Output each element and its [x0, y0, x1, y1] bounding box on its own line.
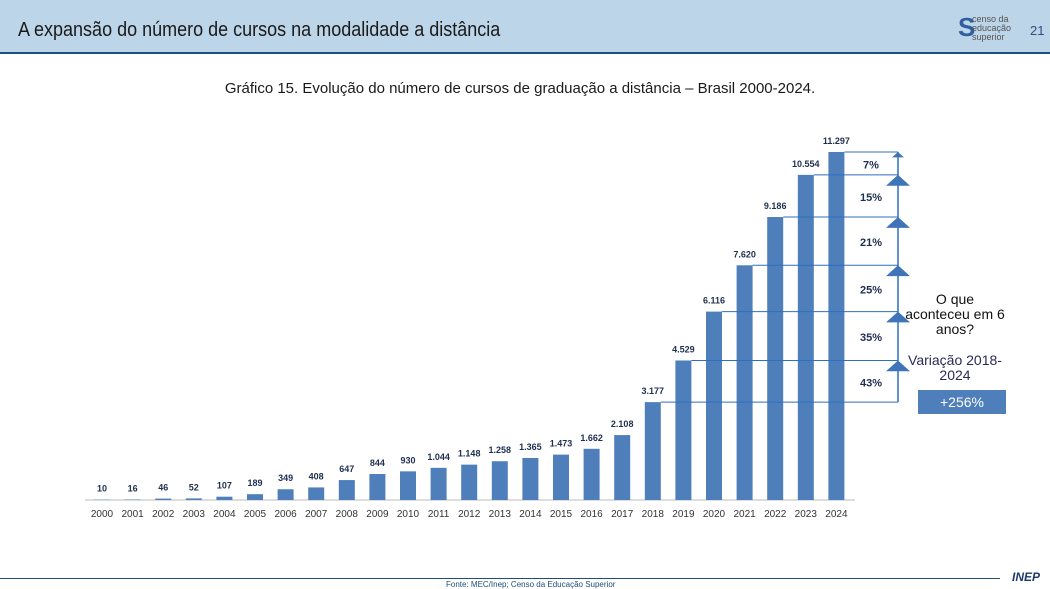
growth-label-2022: 21%: [860, 237, 882, 249]
growth-label-2021: 25%: [860, 284, 882, 296]
question-text: O que aconteceu em 6 anos?: [905, 291, 1005, 337]
bar-2007: [308, 487, 325, 500]
data-label-2020: 6.116: [703, 296, 725, 306]
bar-2014: [522, 457, 539, 500]
tick-label-2016: 2016: [580, 509, 603, 520]
data-label-2001: 16: [128, 484, 138, 494]
growth-label-2019: 43%: [860, 377, 882, 389]
bar-2004: [216, 496, 233, 500]
data-label-2015: 1.473: [550, 439, 573, 449]
data-label-2016: 1.662: [580, 433, 603, 443]
data-label-2023: 10.554: [792, 159, 820, 169]
bar-2009: [369, 474, 386, 500]
arrow-head-2020: [886, 311, 910, 323]
tick-label-2003: 2003: [183, 509, 206, 520]
data-label-2024: 11.297: [823, 136, 850, 146]
page-number: 21: [1030, 23, 1045, 38]
tick-label-2000: 2000: [91, 509, 114, 520]
tick-label-2008: 2008: [336, 509, 359, 520]
data-label-2017: 2.108: [611, 419, 634, 429]
tick-label-2005: 2005: [244, 509, 267, 520]
bar-2005: [247, 494, 263, 500]
tick-label-2015: 2015: [550, 509, 573, 520]
arrow-head-2019: [886, 360, 910, 372]
bar-2003: [185, 498, 202, 500]
tick-label-2013: 2013: [489, 509, 512, 520]
tick-label-2001: 2001: [121, 509, 144, 520]
tick-label-2002: 2002: [152, 509, 175, 520]
tick-label-2017: 2017: [611, 509, 634, 520]
data-label-2006: 349: [278, 473, 293, 483]
source-note: Fonte: MEC/Inep; Censo da Educação Super…: [446, 580, 616, 589]
tick-label-2023: 2023: [795, 509, 818, 520]
tick-label-2022: 2022: [764, 509, 787, 520]
bar-2023: [797, 174, 814, 500]
growth-label-2024: 7%: [863, 159, 879, 171]
tick-label-2012: 2012: [458, 509, 481, 520]
tick-label-2007: 2007: [305, 509, 328, 520]
data-label-2008: 647: [339, 464, 354, 474]
arrow-head-2024: [892, 152, 904, 158]
bar-2019: [675, 360, 692, 500]
arrow-head-2021: [886, 265, 910, 277]
tick-label-2006: 2006: [274, 509, 297, 520]
tick-label-2019: 2019: [672, 509, 695, 520]
header-bar: A expansão do número de cursos na modali…: [0, 0, 1050, 54]
bar-2024: [828, 152, 845, 500]
bar-2022: [767, 217, 784, 500]
arrow-head-2022: [886, 217, 910, 228]
data-label-2005: 189: [247, 478, 262, 488]
data-label-2003: 52: [189, 482, 199, 492]
data-label-2013: 1.258: [489, 445, 512, 455]
bar-2010: [400, 471, 416, 500]
variation-label: Variação 2018-2024: [908, 352, 1002, 383]
bar-2020: [706, 311, 722, 500]
tick-label-2018: 2018: [642, 509, 665, 520]
data-label-2002: 46: [158, 483, 168, 493]
tick-label-2021: 2021: [733, 509, 756, 520]
bar-2015: [553, 454, 569, 500]
bar-2021: [736, 265, 753, 500]
bar-2018: [644, 402, 661, 500]
data-label-2012: 1.148: [458, 449, 481, 459]
growth-label-2020: 35%: [860, 332, 882, 344]
data-label-2019: 4.529: [672, 344, 695, 354]
tick-label-2024: 2024: [825, 509, 848, 520]
tick-label-2011: 2011: [428, 509, 450, 520]
tick-label-2020: 2020: [703, 509, 726, 520]
arrow-head-2023: [886, 174, 910, 186]
footer-line: [0, 578, 1000, 579]
bar-2006: [277, 489, 294, 500]
bar-2002: [155, 498, 172, 500]
bar-2012: [461, 464, 478, 500]
variation-badge: +256%: [918, 390, 1006, 414]
chart-title: Gráfico 15. Evolução do número de cursos…: [224, 80, 816, 97]
data-label-2004: 107: [217, 481, 232, 491]
tick-label-2010: 2010: [397, 509, 420, 520]
data-label-2011: 1.044: [427, 452, 450, 462]
page-title: A expansão do número de cursos na modali…: [18, 19, 501, 41]
data-label-2009: 844: [370, 458, 385, 468]
data-label-2007: 408: [309, 471, 324, 481]
tick-label-2004: 2004: [213, 509, 236, 520]
data-label-2014: 1.365: [519, 442, 542, 452]
bar-2013: [491, 461, 508, 500]
bar-2017: [614, 435, 631, 500]
data-label-2000: 10: [97, 484, 107, 494]
data-label-2010: 930: [400, 455, 415, 465]
bar-2011: [430, 467, 447, 500]
bar-2008: [338, 480, 355, 500]
bar-2016: [583, 448, 600, 500]
data-label-2018: 3.177: [642, 386, 665, 396]
data-label-2022: 9.186: [764, 201, 787, 211]
tick-label-2009: 2009: [366, 509, 389, 520]
inep-logo: INEP: [1012, 570, 1041, 584]
data-label-2021: 7.620: [733, 249, 756, 259]
growth-label-2023: 15%: [860, 192, 882, 204]
tick-label-2014: 2014: [519, 509, 542, 520]
